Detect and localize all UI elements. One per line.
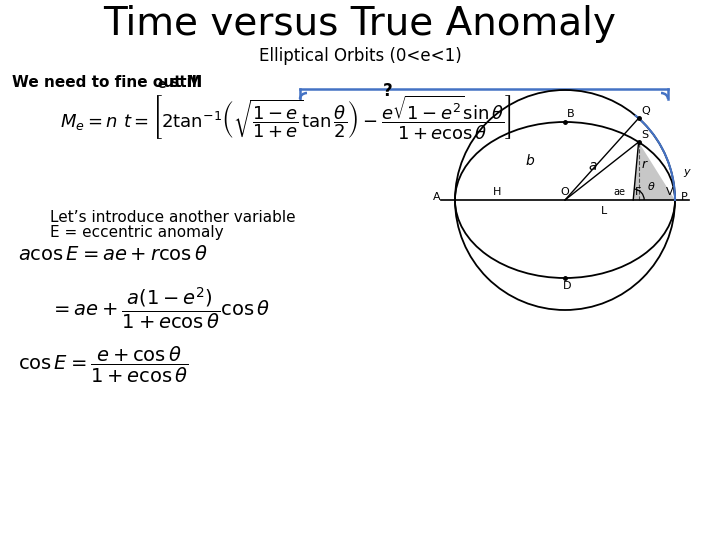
Text: F: F <box>635 187 642 197</box>
Text: still: still <box>165 75 202 90</box>
Text: a: a <box>589 159 598 173</box>
Text: r: r <box>642 158 647 171</box>
Text: $\theta$: $\theta$ <box>647 180 656 192</box>
Text: A: A <box>433 192 441 202</box>
Text: Time versus True Anomaly: Time versus True Anomaly <box>104 5 616 43</box>
Text: V: V <box>666 187 674 197</box>
Text: O: O <box>561 187 570 197</box>
Text: e: e <box>158 78 166 91</box>
Text: $= ae + \dfrac{a\left(1-e^2\right)}{1+e\cos\theta}\cos\theta$: $= ae + \dfrac{a\left(1-e^2\right)}{1+e\… <box>50 285 270 331</box>
Text: Let’s introduce another variable: Let’s introduce another variable <box>50 210 296 225</box>
Text: B: B <box>567 109 575 119</box>
Text: E = eccentric anomaly: E = eccentric anomaly <box>50 225 224 240</box>
Text: Elliptical Orbits (0<e<1): Elliptical Orbits (0<e<1) <box>258 47 462 65</box>
Text: D: D <box>563 281 571 291</box>
Text: S: S <box>642 130 649 140</box>
Text: ?: ? <box>383 82 393 100</box>
Text: ae: ae <box>613 187 625 197</box>
Text: P: P <box>681 192 688 202</box>
Polygon shape <box>633 142 675 200</box>
Text: $a\cos E = ae + r\cos\theta$: $a\cos E = ae + r\cos\theta$ <box>18 245 207 264</box>
Text: L: L <box>601 206 607 216</box>
Text: H: H <box>492 187 501 197</box>
Text: y: y <box>683 167 690 177</box>
Text: $M_e = n\ t = \left[2\tan^{-1}\!\left(\sqrt{\dfrac{1-e}{1+e}}\tan\dfrac{\theta}{: $M_e = n\ t = \left[2\tan^{-1}\!\left(\s… <box>60 93 512 141</box>
Text: b: b <box>526 154 534 168</box>
Text: We need to fine out M: We need to fine out M <box>12 75 202 90</box>
Text: $\cos E = \dfrac{e+\cos\theta}{1+e\cos\theta}$: $\cos E = \dfrac{e+\cos\theta}{1+e\cos\t… <box>18 345 189 385</box>
Text: Q: Q <box>642 106 650 116</box>
